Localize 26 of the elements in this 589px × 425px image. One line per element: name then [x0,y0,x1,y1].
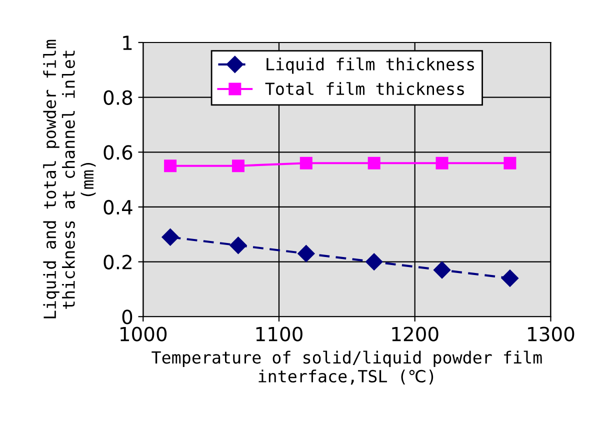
y-tick-label: 0.4 [104,200,132,215]
y-tick-label: 0 [122,310,132,324]
point [230,236,247,254]
y-tick-label: 1 [123,36,132,50]
x-tick-label: 1200 [392,326,438,342]
x-tick-label: 1300 [528,326,574,342]
x-tick-label: 1100 [256,326,302,342]
legend-label: Total film thickness [265,82,464,96]
point [368,156,380,170]
x-tick-label: 1000 [120,326,167,342]
y-tick-label: 0.8 [104,90,132,105]
point [300,156,312,170]
point [501,270,519,287]
x-axis-title: Temperature of solid/liquid powder film interface,TSL (℃) [152,350,542,385]
point [162,228,179,246]
point [433,261,451,279]
point [436,156,448,170]
point [298,245,315,262]
y-tick-label: 0.2 [104,254,132,270]
point [366,253,383,270]
point [164,160,177,172]
point [504,156,516,170]
legend-label: Liquid film thickness [266,58,474,74]
y-axis-title: Liquid and total powder film thickness at channel inlet (mm) [43,40,96,318]
y-tick-label: 0.6 [104,145,132,160]
point [232,160,244,172]
